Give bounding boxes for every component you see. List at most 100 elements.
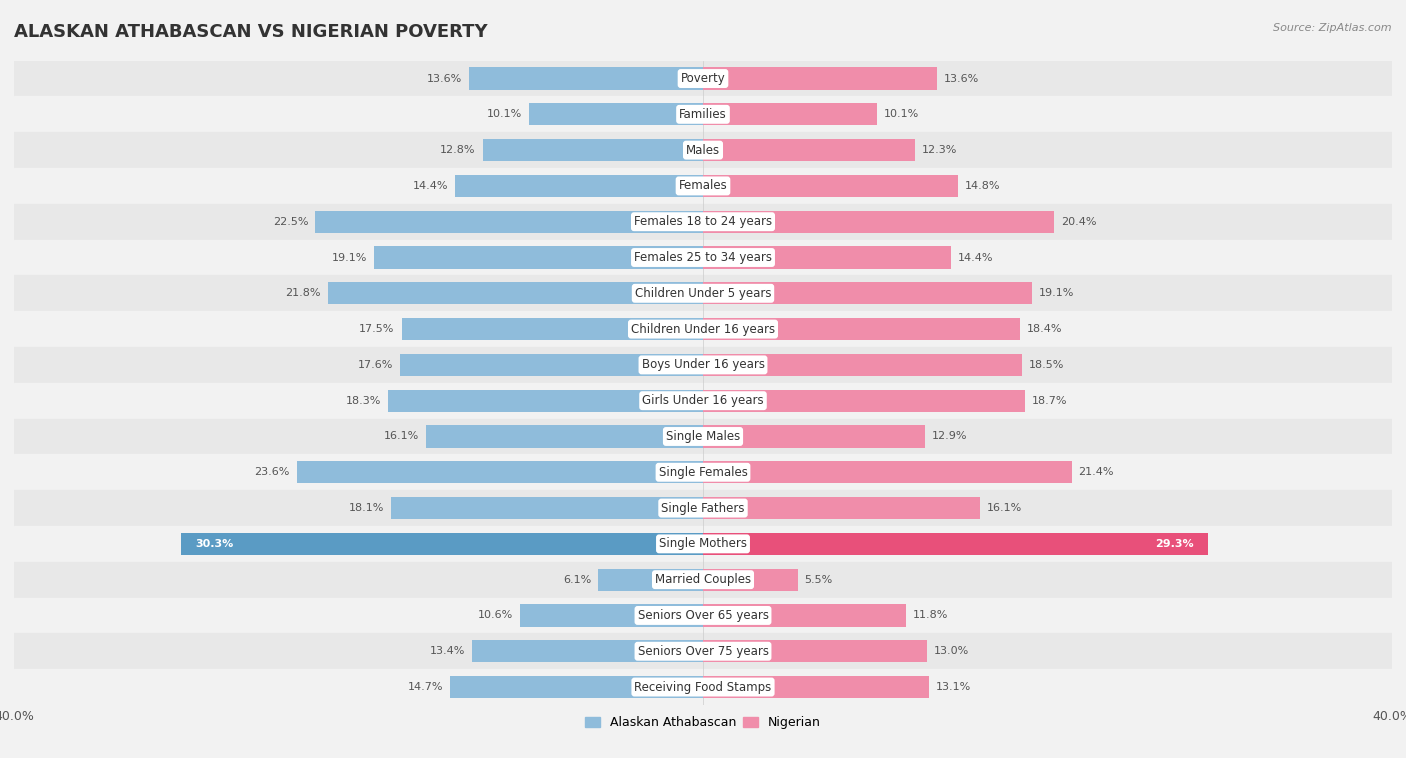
Bar: [388, 390, 703, 412]
Bar: [703, 497, 980, 519]
Bar: [391, 497, 703, 519]
Text: 14.4%: 14.4%: [957, 252, 994, 262]
Text: Children Under 16 years: Children Under 16 years: [631, 323, 775, 336]
Text: 12.9%: 12.9%: [932, 431, 967, 441]
Text: 18.4%: 18.4%: [1026, 324, 1063, 334]
Text: 19.1%: 19.1%: [1039, 288, 1074, 299]
Bar: [703, 67, 938, 89]
Bar: [14, 61, 1392, 96]
Text: Single Females: Single Females: [658, 465, 748, 479]
Text: 17.6%: 17.6%: [357, 360, 392, 370]
Text: 13.6%: 13.6%: [426, 74, 461, 83]
Text: 21.4%: 21.4%: [1078, 467, 1114, 478]
Bar: [703, 282, 1032, 305]
Text: 18.1%: 18.1%: [349, 503, 384, 513]
Bar: [315, 211, 703, 233]
Text: 30.3%: 30.3%: [195, 539, 233, 549]
Bar: [402, 318, 703, 340]
Bar: [14, 383, 1392, 418]
Text: Females 25 to 34 years: Females 25 to 34 years: [634, 251, 772, 264]
Text: Single Males: Single Males: [666, 430, 740, 443]
Bar: [328, 282, 703, 305]
Text: Males: Males: [686, 143, 720, 157]
Text: Married Couples: Married Couples: [655, 573, 751, 586]
Bar: [399, 354, 703, 376]
Text: 18.5%: 18.5%: [1029, 360, 1064, 370]
Bar: [426, 425, 703, 447]
Bar: [297, 461, 703, 484]
Text: 18.3%: 18.3%: [346, 396, 381, 406]
Bar: [14, 526, 1392, 562]
Bar: [598, 568, 703, 590]
Text: 14.7%: 14.7%: [408, 682, 443, 692]
Bar: [14, 669, 1392, 705]
Text: Seniors Over 75 years: Seniors Over 75 years: [637, 645, 769, 658]
Bar: [456, 175, 703, 197]
Bar: [14, 204, 1392, 240]
Text: 6.1%: 6.1%: [562, 575, 591, 584]
Text: 21.8%: 21.8%: [285, 288, 321, 299]
Text: 11.8%: 11.8%: [912, 610, 949, 621]
Text: 20.4%: 20.4%: [1062, 217, 1097, 227]
Text: Single Fathers: Single Fathers: [661, 502, 745, 515]
Bar: [703, 461, 1071, 484]
Bar: [703, 604, 907, 627]
Bar: [703, 568, 797, 590]
Text: Families: Families: [679, 108, 727, 121]
Text: Poverty: Poverty: [681, 72, 725, 85]
Text: Girls Under 16 years: Girls Under 16 years: [643, 394, 763, 407]
Bar: [468, 67, 703, 89]
Bar: [482, 139, 703, 161]
Bar: [14, 347, 1392, 383]
Bar: [529, 103, 703, 125]
Text: 12.3%: 12.3%: [922, 145, 957, 155]
Text: 18.7%: 18.7%: [1032, 396, 1067, 406]
Text: 10.1%: 10.1%: [884, 109, 920, 119]
Text: 17.5%: 17.5%: [360, 324, 395, 334]
Text: 10.6%: 10.6%: [478, 610, 513, 621]
Bar: [520, 604, 703, 627]
Text: 16.1%: 16.1%: [987, 503, 1022, 513]
Bar: [703, 676, 928, 698]
Bar: [703, 354, 1022, 376]
Bar: [14, 168, 1392, 204]
Text: 5.5%: 5.5%: [804, 575, 832, 584]
Bar: [14, 275, 1392, 312]
Bar: [374, 246, 703, 268]
Bar: [14, 634, 1392, 669]
Bar: [703, 390, 1025, 412]
Text: Boys Under 16 years: Boys Under 16 years: [641, 359, 765, 371]
Bar: [14, 597, 1392, 634]
Bar: [14, 418, 1392, 454]
Bar: [14, 562, 1392, 597]
Bar: [703, 425, 925, 447]
Text: 13.4%: 13.4%: [430, 647, 465, 656]
Bar: [703, 641, 927, 662]
Text: Seniors Over 65 years: Seniors Over 65 years: [637, 609, 769, 622]
Text: Single Mothers: Single Mothers: [659, 537, 747, 550]
Text: 13.0%: 13.0%: [934, 647, 969, 656]
Text: 23.6%: 23.6%: [254, 467, 290, 478]
Text: Receiving Food Stamps: Receiving Food Stamps: [634, 681, 772, 694]
Text: 13.1%: 13.1%: [935, 682, 970, 692]
Bar: [181, 533, 703, 555]
Text: 29.3%: 29.3%: [1156, 539, 1194, 549]
Text: Females 18 to 24 years: Females 18 to 24 years: [634, 215, 772, 228]
Text: 12.8%: 12.8%: [440, 145, 475, 155]
Bar: [703, 246, 950, 268]
Text: 16.1%: 16.1%: [384, 431, 419, 441]
Bar: [450, 676, 703, 698]
Bar: [472, 641, 703, 662]
Text: 14.8%: 14.8%: [965, 181, 1000, 191]
Bar: [703, 175, 957, 197]
Bar: [703, 211, 1054, 233]
Bar: [703, 533, 1208, 555]
Bar: [703, 139, 915, 161]
Text: Females: Females: [679, 180, 727, 193]
Text: ALASKAN ATHABASCAN VS NIGERIAN POVERTY: ALASKAN ATHABASCAN VS NIGERIAN POVERTY: [14, 23, 488, 41]
Text: 14.4%: 14.4%: [412, 181, 449, 191]
Text: 10.1%: 10.1%: [486, 109, 522, 119]
Bar: [703, 103, 877, 125]
Text: 13.6%: 13.6%: [945, 74, 980, 83]
Bar: [14, 240, 1392, 275]
